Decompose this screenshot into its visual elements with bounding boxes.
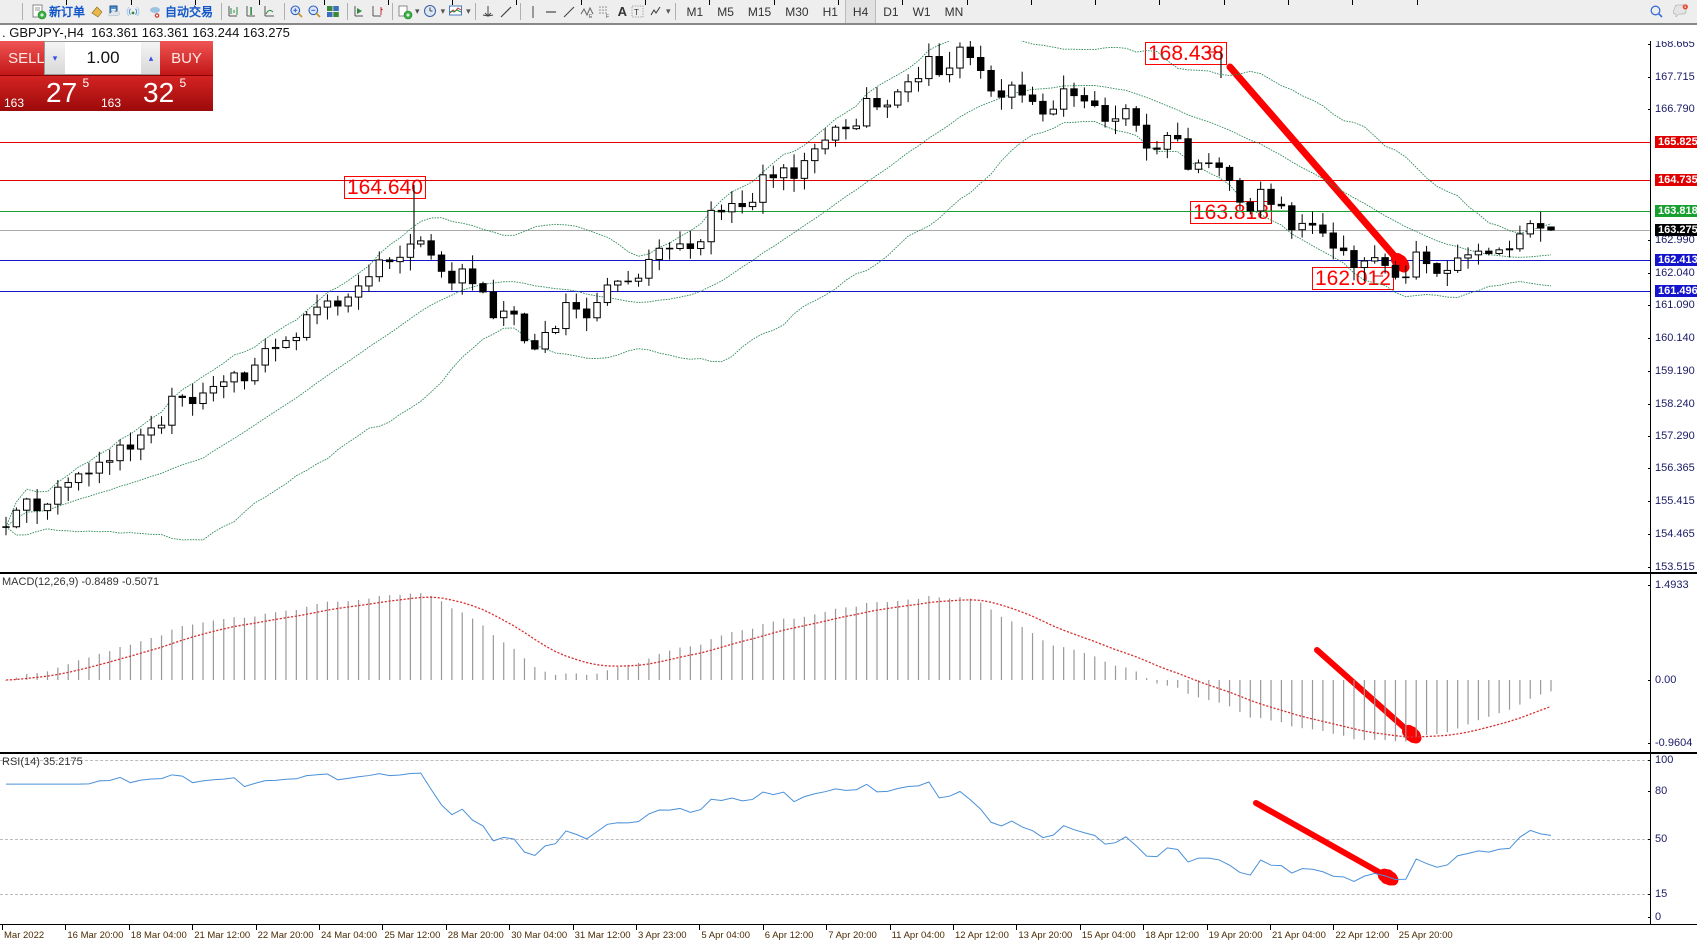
svg-text:E: E bbox=[589, 14, 593, 20]
svg-text:T: T bbox=[634, 8, 639, 17]
svg-text:F: F bbox=[606, 14, 609, 20]
